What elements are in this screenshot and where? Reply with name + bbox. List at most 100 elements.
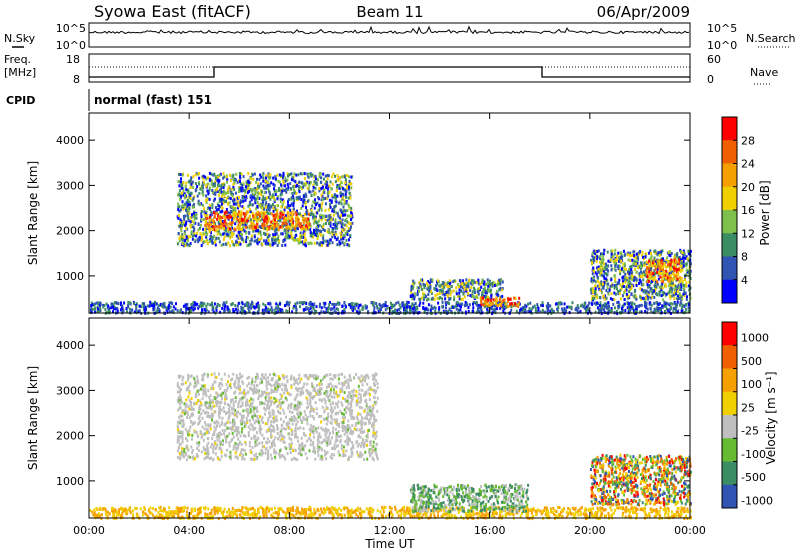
echo-cell — [282, 179, 285, 183]
echo-cell — [213, 228, 216, 232]
echo-cell — [613, 258, 616, 262]
echo-cell — [119, 308, 122, 312]
echo-cell — [220, 200, 223, 204]
echo-cell — [629, 254, 631, 258]
echo-cell — [621, 282, 624, 286]
echo-cell — [644, 304, 647, 308]
echo-cell — [353, 305, 356, 309]
echo-cell — [248, 305, 251, 309]
echo-cell — [638, 264, 641, 268]
echo-cell — [650, 303, 653, 307]
echo-cell — [240, 309, 243, 313]
echo-cell — [340, 237, 343, 241]
echo-cell — [218, 184, 221, 188]
echo-cell — [252, 222, 255, 226]
echo-cell — [274, 308, 277, 312]
echo-cell — [208, 227, 211, 231]
echo-cell — [276, 214, 279, 218]
echo-cell — [227, 309, 230, 313]
echo-cell — [265, 215, 268, 218]
echo-cell — [345, 195, 347, 199]
echo-cell — [97, 301, 100, 305]
echo-cell — [678, 297, 680, 300]
date-label: 06/Apr/2009 — [597, 3, 690, 21]
echo-cell — [656, 252, 659, 256]
echo-cell — [249, 177, 252, 181]
echo-cell — [680, 269, 682, 273]
echo-cell — [234, 208, 237, 212]
echo-cell — [187, 188, 189, 192]
echo-cell — [619, 288, 622, 292]
echo-cell — [233, 181, 236, 185]
echo-cell — [285, 222, 288, 226]
echo-cell — [453, 279, 456, 283]
echo-cell — [471, 290, 474, 294]
echo-cell — [344, 178, 347, 182]
echo-cell — [182, 304, 185, 308]
echo-cell — [291, 310, 294, 314]
echo-cell — [647, 285, 649, 289]
echo-cell — [179, 208, 182, 212]
echo-cell — [103, 304, 106, 308]
echo-cell — [604, 262, 607, 266]
echo-cell — [627, 304, 630, 308]
echo-cell — [617, 292, 620, 296]
echo-cell — [644, 300, 646, 304]
echo-cell — [617, 251, 620, 255]
echo-cell — [204, 224, 207, 228]
echo-cell — [245, 210, 248, 214]
echo-cell — [629, 275, 632, 279]
echo-cell — [394, 310, 397, 314]
echo-cell — [456, 303, 459, 307]
echo-cell — [630, 292, 633, 296]
echo-cell — [179, 173, 182, 177]
echo-cell — [629, 308, 632, 312]
echo-cell — [666, 302, 669, 306]
echo-cell — [381, 506, 383, 510]
echo-cell — [180, 194, 183, 198]
echo-cell — [177, 232, 180, 235]
echo-cell — [331, 182, 334, 186]
echo-cell — [480, 302, 483, 306]
echo-cell — [458, 285, 460, 288]
echo-cell — [532, 305, 535, 309]
echo-cell — [248, 230, 251, 234]
echo-cell — [272, 203, 274, 206]
echo-cell — [305, 238, 308, 242]
echo-cell — [218, 173, 221, 177]
echo-cell — [236, 217, 239, 221]
echo-cell — [430, 290, 432, 293]
echo-cell — [268, 217, 271, 221]
echo-cell — [267, 203, 270, 206]
echo-cell — [285, 187, 288, 191]
echo-cell — [274, 193, 277, 197]
echo-cell — [309, 241, 312, 245]
echo-cell — [646, 271, 649, 275]
echo-cell — [245, 236, 248, 239]
echo-cell — [348, 205, 351, 209]
echo-cell — [320, 205, 323, 209]
echo-cell — [632, 294, 635, 298]
echo-cell — [422, 301, 425, 305]
echo-cell — [673, 307, 676, 311]
echo-cell — [602, 262, 605, 266]
echo-cell — [614, 260, 616, 264]
echo-cell — [661, 282, 664, 286]
echo-cell — [266, 228, 268, 232]
echo-cell — [669, 250, 671, 254]
echo-cell — [298, 236, 301, 240]
echo-cell — [496, 298, 498, 302]
echo-cell — [576, 308, 579, 312]
echo-cell — [312, 189, 315, 193]
echo-cell — [267, 219, 270, 223]
echo-cell — [185, 220, 188, 224]
echo-cell — [230, 210, 233, 214]
echo-cell — [639, 287, 642, 291]
echo-cell — [107, 309, 110, 313]
echo-cell — [496, 283, 499, 287]
echo-cell — [275, 306, 278, 310]
echo-cell — [455, 506, 458, 510]
echo-cell — [271, 240, 274, 244]
echo-cell — [255, 305, 258, 309]
echo-cell — [630, 268, 633, 272]
